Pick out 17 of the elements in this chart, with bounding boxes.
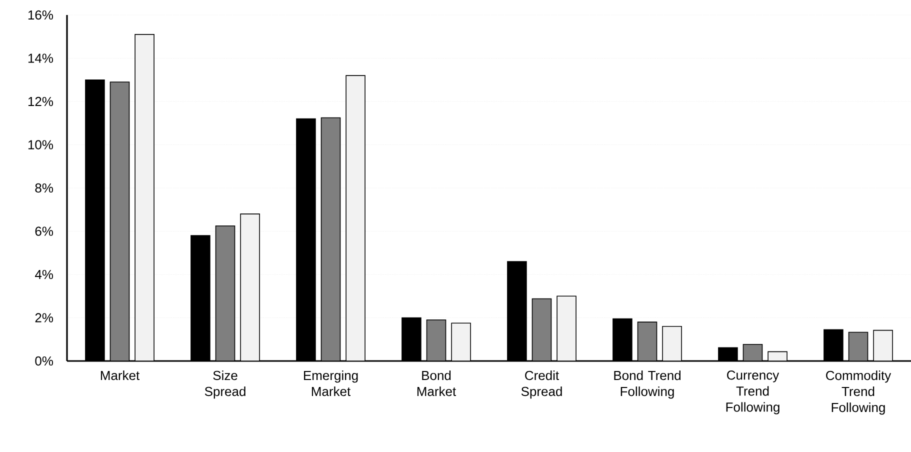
x-tick-label: Bond Trend Following: [614, 370, 680, 399]
x-tick-label: Market: [100, 370, 140, 380]
x-tick-label: Commodity Trend Following: [826, 370, 892, 415]
y-tick-label: 0%: [35, 356, 54, 366]
y-tick-label: 16%: [28, 10, 54, 20]
y-tick-label: 8%: [35, 183, 54, 193]
x-tick-label: Emerging Market: [304, 370, 358, 396]
x-tick-label: Currency Trend Following: [726, 370, 780, 414]
y-tick-label: 12%: [28, 96, 54, 106]
x-tick-label: Size Spread: [204, 370, 246, 399]
y-tick-label: 6%: [35, 226, 54, 236]
x-tick-label: Credit Spread: [521, 370, 562, 399]
x-tick-label: Bond Market: [417, 370, 456, 396]
y-tick-label: 10%: [28, 140, 54, 150]
y-tick-label: 2%: [35, 313, 54, 322]
y-tick-label: 14%: [28, 54, 54, 63]
y-tick-label: 4%: [34, 270, 54, 280]
